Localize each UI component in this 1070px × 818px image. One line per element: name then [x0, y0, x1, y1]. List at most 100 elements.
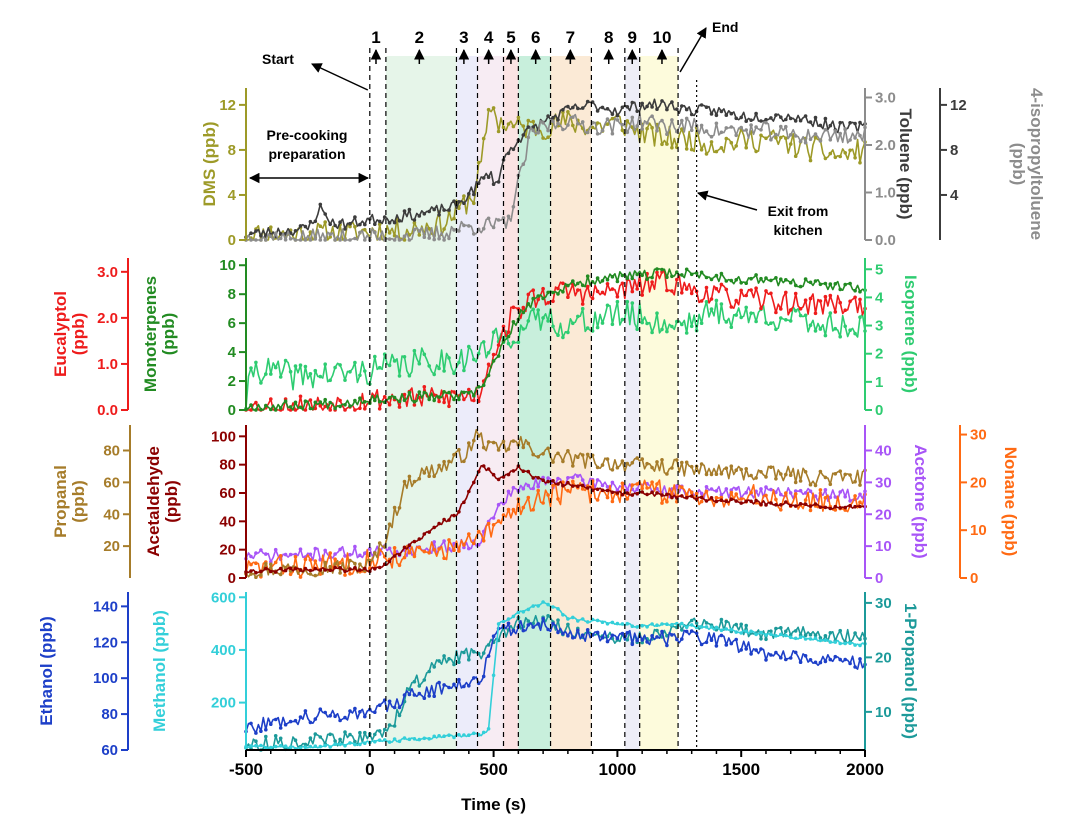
data-point [511, 485, 516, 490]
data-point [714, 499, 719, 504]
data-point [665, 499, 669, 504]
data-point [566, 488, 570, 493]
data-point [838, 657, 842, 662]
data-point [853, 331, 857, 336]
data-point [729, 627, 734, 632]
data-point [308, 720, 313, 725]
data-point [397, 713, 402, 718]
data-point [353, 225, 357, 229]
data-point [833, 640, 838, 644]
data-point [452, 682, 456, 687]
data-point [709, 638, 714, 642]
data-point [417, 361, 422, 366]
data-point [402, 736, 407, 740]
data-point [769, 116, 773, 120]
data-point [521, 305, 526, 310]
data-point [595, 109, 600, 113]
data-point [699, 321, 704, 326]
data-point [526, 483, 531, 488]
data-point [788, 473, 793, 478]
data-point [699, 462, 704, 466]
axis-title-group: Toluene (ppb) [896, 108, 915, 219]
data-point [481, 340, 486, 344]
data-point [259, 381, 263, 385]
data-point [452, 735, 456, 740]
data-point [338, 571, 342, 575]
data-point [561, 290, 565, 294]
tick-label: 100 [93, 670, 118, 687]
data-point [699, 103, 704, 107]
data-point [689, 618, 694, 623]
data-point [719, 492, 724, 497]
data-point [833, 129, 838, 133]
data-point [412, 221, 417, 225]
data-point [437, 547, 441, 551]
data-point [546, 627, 550, 632]
data-point [729, 305, 734, 309]
data-point [432, 474, 437, 479]
data-point [798, 635, 803, 639]
data-point [759, 276, 763, 281]
data-point [437, 680, 441, 685]
data-point [432, 525, 437, 530]
phase-number: 4 [484, 28, 494, 47]
data-point [338, 737, 342, 742]
data-point [501, 475, 506, 479]
data-point [759, 306, 763, 311]
data-point [546, 290, 550, 295]
data-point [273, 560, 278, 565]
data-point [323, 560, 328, 565]
data-point [585, 326, 590, 330]
data-point [759, 647, 763, 651]
data-point [635, 124, 639, 128]
data-point [704, 640, 709, 645]
data-point [813, 483, 818, 488]
data-point [734, 499, 738, 503]
tick-label: 200 [211, 695, 236, 712]
data-point [808, 482, 813, 487]
data-point [343, 573, 347, 577]
data-point [551, 621, 555, 626]
data-point [576, 121, 580, 126]
data-point [422, 352, 427, 357]
data-point [353, 706, 357, 711]
data-point [293, 364, 298, 368]
data-point [273, 547, 278, 552]
data-point [511, 469, 516, 473]
data-point [858, 120, 862, 125]
data-point [615, 636, 620, 641]
phase-number: 6 [531, 28, 540, 47]
data-point [665, 288, 669, 293]
data-point [516, 115, 521, 120]
data-point [249, 572, 253, 576]
data-point [843, 508, 847, 512]
data-point [734, 313, 738, 317]
data-point [650, 105, 654, 109]
data-point [561, 459, 565, 464]
data-point [491, 523, 496, 527]
data-point [417, 691, 422, 696]
data-point [491, 106, 496, 110]
data-point [308, 558, 313, 562]
data-point [684, 287, 689, 291]
data-point [486, 107, 491, 112]
data-point [709, 625, 714, 629]
data-point [402, 209, 407, 213]
data-point [704, 499, 709, 503]
data-point [843, 494, 847, 499]
phase-label-1: 1 [370, 28, 382, 64]
data-point [491, 182, 496, 186]
data-point [387, 237, 392, 241]
data-point [264, 238, 268, 242]
tick-label: 10 [875, 704, 892, 721]
data-point [556, 607, 560, 611]
data-point [481, 730, 486, 735]
data-point [358, 730, 362, 735]
data-point [278, 743, 283, 748]
data-point [486, 440, 491, 444]
data-point [729, 111, 734, 116]
data-point [402, 555, 407, 560]
data-point [437, 734, 441, 738]
data-point [828, 495, 833, 500]
